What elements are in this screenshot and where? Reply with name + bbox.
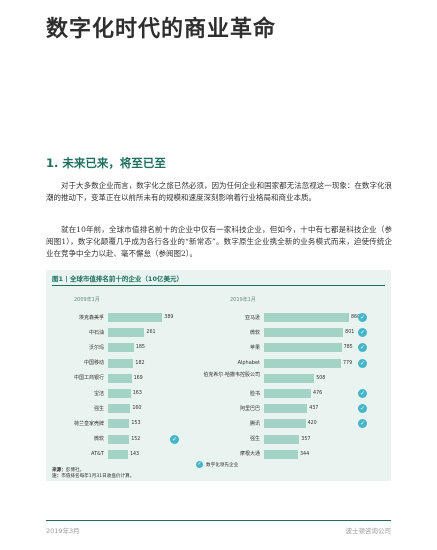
bar-value-2009: 261 (146, 330, 156, 336)
bar-value-2009: 185 (135, 345, 145, 351)
check-icon: ✓ (358, 313, 367, 322)
bar-label-2009: 宝洁 (93, 390, 104, 397)
bar-value-2019: 357 (301, 436, 311, 442)
bar-label-2019: 苹果 (249, 344, 260, 351)
section-heading: 1. 未来已来，将至已至 (46, 156, 166, 170)
bar-2019 (264, 419, 306, 429)
bar-value-2019: 779 (342, 360, 353, 366)
check-icon: ✓ (358, 389, 367, 398)
footnote: 注：市值排名每年1月31日收盘价计算。 (52, 473, 134, 479)
check-icon: ✓ (358, 419, 367, 429)
figure-heading: 图1 | 全球市值排名前十的企业（10亿美元） (52, 275, 183, 283)
bar-2019 (264, 358, 341, 368)
bar-2009 (108, 389, 131, 398)
figure-panel: 图1 | 全球市值排名前十的企业（10亿美元） 2009年1月 2019年1月 … (46, 270, 391, 481)
bar-value-2009: 152 (131, 436, 141, 442)
bar-label-2009: 强生 (93, 405, 104, 412)
bar-value-2009: 160 (132, 406, 142, 412)
page-title: 数字化时代的商业革命 (46, 16, 277, 42)
bar-value-2019: 860 (351, 315, 361, 320)
bar-value-2009: 169 (133, 375, 143, 381)
bar-2019 (264, 434, 300, 444)
footnote-label: 注： (52, 474, 62, 479)
bar-label-2019: 微软 (249, 329, 260, 336)
bar-label-2019: 脸书 (249, 390, 260, 397)
bar-label-2009: 荷兰皇家壳牌 (73, 420, 104, 427)
check-icon: ✓ (170, 434, 179, 444)
bar-2009 (108, 313, 163, 322)
paragraph-1: 对于大多数企业而言，数字化之旅已然必须，因为任何企业和国家都无法忽视这一现象：在… (46, 181, 392, 202)
bar-label-2009: 沃尔玛 (88, 344, 104, 351)
bar-label-2019: 腾讯 (249, 420, 260, 427)
bar-label-2009: 埃克森美孚 (78, 314, 104, 321)
bar-value-2009: 153 (131, 421, 141, 427)
bar-2019 (264, 449, 298, 459)
source-note: 来源：彭博社。 (52, 467, 84, 473)
bar-value-2009: 143 (129, 451, 140, 457)
bar-label-2019: 摩根大通 (239, 451, 260, 458)
bar-2009 (108, 328, 145, 338)
bar-label-2019: 阿里巴巴 (239, 405, 260, 412)
bar-value-2019: 785 (343, 345, 353, 351)
paragraph-2: 就在10年前，全球市值排名前十的企业中仅有一家科技企业，但如今，十中有七都是科技… (46, 225, 392, 258)
bar-2009 (108, 434, 130, 444)
check-icon: ✓ (358, 358, 367, 368)
source-label: 来源： (52, 468, 66, 473)
check-icon: ✓ (358, 404, 367, 414)
bar-label-2009: 中国工商银行 (73, 375, 104, 382)
bar-label-2019: 强生 (249, 436, 260, 443)
legend-label: 数字化领先企业 (206, 463, 239, 468)
footer-publisher: 波士顿咨询公司 (345, 527, 392, 535)
bar-value-2019: 508 (316, 375, 326, 381)
bar-label-2009: 中国移动 (83, 360, 104, 367)
footer-divider (46, 520, 391, 521)
bar-2009 (108, 404, 131, 414)
source-text: 彭博社。 (65, 468, 85, 473)
legend: ✓ 数字化领先企业 (196, 461, 238, 468)
footnote-text: 市值排名每年1月31日收盘价计算。 (61, 474, 135, 479)
footer-date: 2019年3月 (46, 527, 80, 535)
bar-label-2009: 微软 (93, 436, 104, 443)
check-icon: ✓ (196, 461, 203, 468)
figure-divider (52, 285, 385, 286)
bar-2019 (264, 313, 349, 322)
bar-label-2009: 中石油 (88, 329, 104, 336)
bar-label-2019: 亚马逊 (244, 314, 260, 321)
bar-value-2009: 182 (135, 360, 145, 366)
bar-2009 (108, 419, 130, 429)
chart-title-2009: 2009年1月 (74, 297, 100, 303)
bar-2009 (108, 343, 134, 353)
figure-heading-bar: 图1 | 全球市值排名前十的企业（10亿美元） (46, 270, 391, 284)
chart-title-2019: 2019年1月 (230, 297, 256, 303)
bar-2019 (264, 389, 312, 398)
bar-label-2009: AT&T (90, 451, 104, 458)
bar-label-2019: Alphabet (237, 360, 260, 367)
bar-value-2019: 344 (300, 451, 310, 457)
bar-2019 (264, 328, 344, 338)
bar-2019 (264, 343, 342, 353)
bar-2019 (264, 373, 315, 383)
bar-value-2019: 801 (345, 330, 355, 336)
bar-2019 (264, 404, 308, 414)
bar-value-2009: 389 (164, 315, 174, 320)
bar-value-2019: 420 (307, 421, 317, 427)
check-icon: ✓ (358, 328, 367, 338)
bar-label-2019: 伯克希尔·哈撒韦控股公司 (203, 371, 260, 378)
bar-2009 (108, 358, 134, 368)
bar-2009 (108, 373, 132, 383)
bar-2009 (108, 449, 128, 459)
check-icon: ✓ (358, 343, 367, 353)
bar-value-2009: 163 (132, 391, 142, 396)
bar-value-2019: 476 (313, 391, 323, 396)
bar-value-2019: 437 (309, 406, 319, 412)
